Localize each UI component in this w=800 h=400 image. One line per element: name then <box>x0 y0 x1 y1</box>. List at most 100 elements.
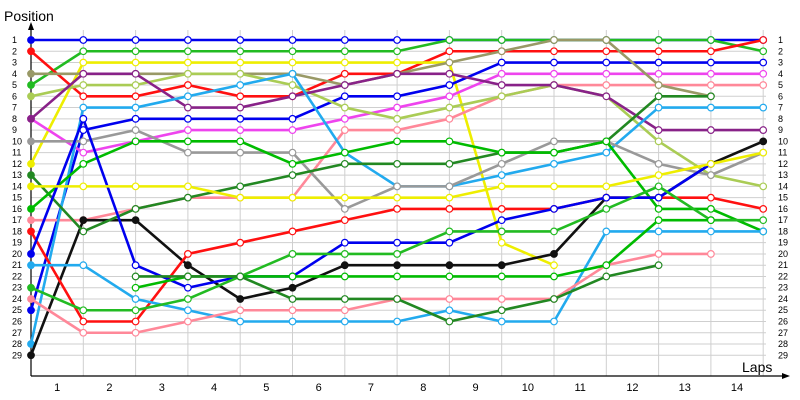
series-point <box>131 69 140 78</box>
series-point <box>27 351 35 360</box>
y-tick-label-left: 29 <box>12 350 22 360</box>
series-point <box>131 204 140 213</box>
series-point <box>131 47 140 56</box>
series-point <box>131 295 140 303</box>
series-group <box>27 250 715 337</box>
series-point <box>550 182 558 191</box>
series-point <box>79 58 88 67</box>
series-point <box>288 36 297 44</box>
series-line <box>29 117 712 290</box>
series-point <box>183 137 192 146</box>
series-point <box>550 204 558 213</box>
series-point <box>236 182 245 191</box>
series-point <box>707 47 715 56</box>
series-point <box>602 227 611 236</box>
series-point <box>602 137 611 146</box>
series-point <box>497 159 506 168</box>
series-point <box>183 47 192 56</box>
series-point <box>131 272 140 281</box>
y-tick-label-right: 9 <box>778 125 783 135</box>
series-point <box>393 137 402 146</box>
series-point <box>497 171 506 180</box>
series-point <box>79 261 88 270</box>
series-point <box>183 148 192 157</box>
series-point <box>497 317 506 326</box>
series-point <box>445 69 454 78</box>
series-point <box>707 69 715 78</box>
y-tick-label-right: 20 <box>778 249 788 259</box>
series-point <box>497 92 506 101</box>
series-point <box>497 238 506 247</box>
series-point <box>288 272 297 281</box>
series-point <box>707 126 715 134</box>
series-point <box>79 103 88 112</box>
series-point <box>79 306 88 315</box>
series-point <box>654 58 663 67</box>
series-point <box>707 193 715 202</box>
series-point <box>602 204 611 213</box>
series-point <box>131 58 140 67</box>
series-point <box>654 47 663 56</box>
y-tick-label-left: 7 <box>12 103 17 113</box>
y-tick-label-left: 28 <box>12 339 22 349</box>
series-point <box>27 137 35 146</box>
x-tick-label: 9 <box>472 382 478 394</box>
x-tick-label: 6 <box>316 382 322 394</box>
series-point <box>288 171 297 180</box>
series-point <box>340 250 349 258</box>
series-point <box>497 148 506 157</box>
x-tick-label: 7 <box>368 382 374 394</box>
series-point <box>759 137 768 146</box>
series-point <box>340 103 349 112</box>
series-point <box>759 81 768 89</box>
series-point <box>393 92 402 101</box>
x-tick-label: 12 <box>626 382 638 394</box>
series-point <box>183 114 192 123</box>
y-tick-label-left: 17 <box>12 215 22 225</box>
series-point <box>445 261 454 270</box>
series-point <box>445 182 454 191</box>
series-point <box>602 69 611 78</box>
series-point <box>602 182 611 191</box>
series-point <box>340 272 349 281</box>
series-point <box>131 328 140 337</box>
series-point <box>183 250 192 258</box>
series-point <box>393 261 402 270</box>
series-point <box>654 81 663 89</box>
y-tick-label-right: 27 <box>778 328 788 338</box>
series-point <box>183 126 192 134</box>
series-point <box>183 283 192 292</box>
series-point <box>759 58 768 67</box>
series-point <box>183 272 192 281</box>
series-point <box>654 261 663 270</box>
series-point <box>236 81 245 89</box>
series-point <box>131 36 140 44</box>
x-axis-arrow <box>782 373 790 379</box>
series-point <box>183 295 192 303</box>
series-point <box>707 81 715 89</box>
series-point <box>79 317 88 326</box>
series-group <box>27 58 558 270</box>
series-group <box>27 58 768 315</box>
series-point <box>654 171 663 180</box>
series-point <box>131 306 140 315</box>
series-point <box>236 92 245 101</box>
series-point <box>288 283 297 292</box>
series-point <box>236 114 245 123</box>
series-point <box>707 103 715 112</box>
series-point <box>393 272 402 281</box>
series-point <box>340 92 349 101</box>
series-point <box>27 36 35 44</box>
series-point <box>131 114 140 123</box>
series-point <box>79 47 88 56</box>
series-point <box>79 137 88 146</box>
series-point <box>445 36 454 44</box>
series-point <box>445 306 454 315</box>
series-point <box>550 36 558 44</box>
series-point <box>654 103 663 112</box>
series-point <box>654 159 663 168</box>
series-point <box>602 58 611 67</box>
y-tick-label-left: 1 <box>12 35 17 45</box>
series-point <box>393 182 402 191</box>
series-point <box>79 227 88 236</box>
